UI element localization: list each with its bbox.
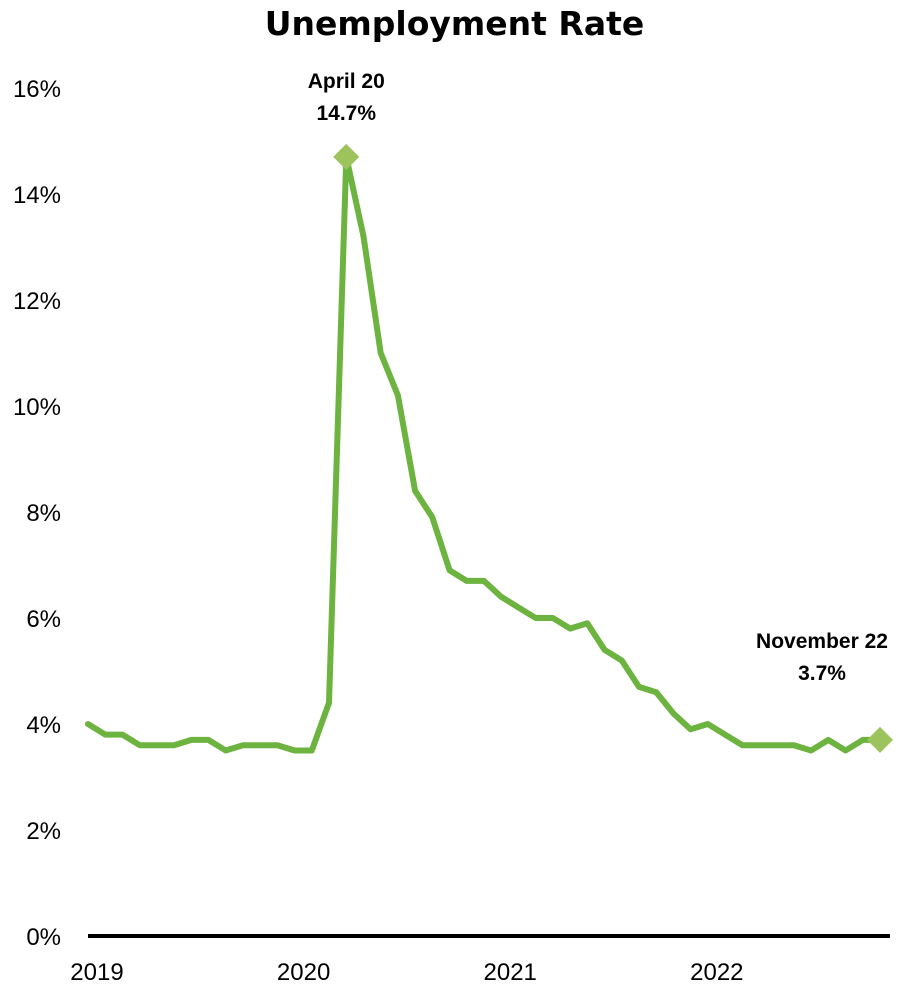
y-tick-label: 2%: [26, 818, 61, 845]
annotation-marker: [867, 726, 893, 753]
series-line-unemployment: [85, 153, 883, 754]
chart-title: Unemployment Rate: [264, 4, 645, 43]
x-axis-tick-labels: 2019 2020 2021 2022: [70, 959, 743, 986]
annotation-marker: [333, 143, 360, 170]
y-tick-label: 6%: [26, 606, 61, 633]
y-tick-label: 16%: [13, 76, 61, 103]
x-tick-label: 2022: [690, 959, 743, 986]
annotation-labels: April 20 14.7% November 22 3.7%: [308, 70, 888, 685]
y-tick-label: 12%: [13, 288, 61, 315]
y-tick-label: 8%: [26, 500, 61, 527]
x-tick-label: 2020: [277, 959, 330, 986]
x-tick-label: 2019: [70, 959, 123, 986]
x-tick-label: 2021: [484, 959, 537, 986]
y-axis-tick-labels: 0% 2% 4% 6% 8% 10% 12% 14% 16%: [13, 76, 61, 951]
y-tick-label: 10%: [13, 394, 61, 421]
annotation-label-value: 14.7%: [316, 102, 376, 125]
y-tick-label: 4%: [26, 712, 61, 739]
annotation-label-value: 3.7%: [798, 662, 846, 685]
annotation-label-date: April 20: [308, 70, 385, 93]
y-tick-label: 14%: [13, 182, 61, 209]
annotation-markers: [333, 143, 893, 753]
annotation-label-date: November 22: [756, 630, 888, 653]
y-tick-label: 0%: [26, 924, 61, 951]
